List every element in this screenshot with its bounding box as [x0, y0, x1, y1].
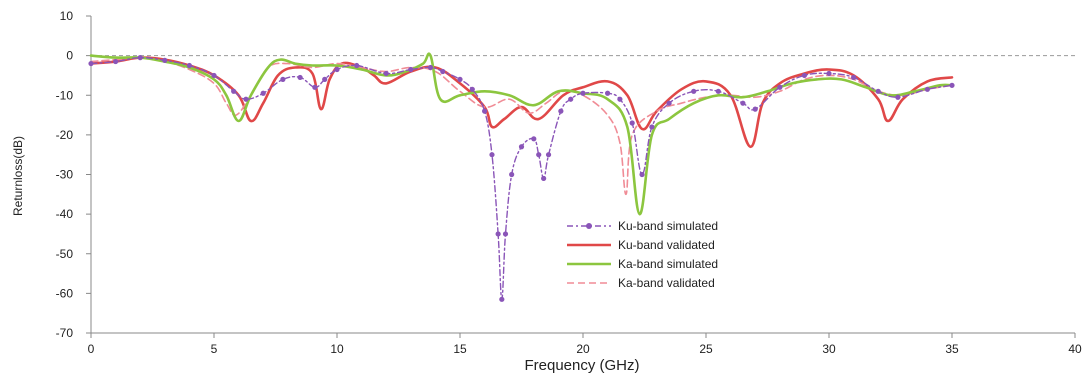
data-point: [580, 90, 586, 96]
y-tick-label: -60: [56, 286, 74, 300]
data-point: [489, 152, 495, 158]
data-point: [740, 100, 746, 106]
data-point: [715, 88, 721, 94]
data-point: [541, 175, 547, 182]
series-ku-band-simulated: [88, 55, 955, 302]
data-point: [568, 96, 574, 102]
data-point: [354, 62, 360, 69]
x-tick-label: 5: [211, 342, 218, 356]
data-point: [88, 60, 94, 67]
y-tick-label: 10: [60, 9, 74, 23]
y-axis-label: Returnloss(dB): [11, 136, 25, 216]
series-line: [89, 56, 954, 149]
x-tick-label: 0: [88, 342, 95, 356]
x-axis-label: Frequency (GHz): [524, 357, 639, 374]
data-point: [469, 86, 475, 92]
data-point: [211, 72, 217, 79]
data-point: [457, 76, 463, 82]
legend-label: Ka-band simulated: [618, 257, 718, 271]
axes-layer: 10 0 -10 -20 -30 -40 -50 -60 -70 0 5 10 15 20 25 30 35 40: [56, 9, 1082, 356]
data-point: [531, 136, 537, 142]
x-tick-label: 15: [453, 342, 467, 356]
legend: Ku-band simulated Ku-band validated Ka-ban…: [567, 219, 718, 290]
legend-item: Ku-band validated: [567, 238, 715, 252]
data-point: [162, 57, 168, 63]
series-ku-band-validated: [89, 56, 954, 149]
y-tick-label: -50: [56, 247, 74, 261]
data-point: [605, 90, 611, 96]
data-point: [334, 66, 340, 73]
x-tick-label: 40: [1068, 342, 1082, 356]
data-point: [895, 94, 901, 100]
data-point: [322, 76, 328, 82]
data-point: [231, 88, 237, 94]
data-point: [297, 74, 303, 81]
legend-marker: [586, 223, 592, 229]
data-point: [639, 171, 645, 178]
data-point: [691, 88, 697, 94]
data-point: [260, 90, 266, 96]
data-point: [312, 84, 318, 90]
data-point: [617, 96, 623, 102]
y-tick-label: -10: [56, 88, 74, 102]
data-point: [427, 64, 434, 71]
data-point: [113, 58, 119, 65]
data-point: [509, 171, 515, 178]
data-point: [666, 100, 672, 106]
data-point: [518, 144, 525, 150]
data-point: [280, 76, 286, 82]
data-point: [949, 82, 955, 88]
legend-label: Ku-band validated: [618, 238, 715, 252]
data-point: [851, 74, 857, 81]
data-point: [186, 62, 192, 69]
data-point: [408, 66, 414, 73]
legend-item: Ku-band simulated: [567, 219, 718, 233]
data-point: [801, 72, 808, 79]
y-tick-label: 0: [66, 49, 73, 63]
legend-label: Ku-band simulated: [618, 219, 718, 233]
data-point: [629, 120, 635, 126]
data-point: [243, 96, 249, 102]
data-point: [924, 86, 931, 92]
data-point: [499, 296, 505, 302]
series-line: [90, 56, 953, 300]
data-point: [777, 84, 783, 90]
data-point: [545, 152, 552, 158]
series-layer: [88, 52, 955, 302]
y-tick-label: -30: [56, 168, 74, 182]
x-tick-label: 25: [699, 342, 713, 356]
data-point: [440, 68, 446, 75]
data-point: [649, 124, 655, 130]
series-ka-band-simulated: [89, 52, 954, 216]
x-tick-label: 20: [576, 342, 590, 356]
data-point: [875, 88, 881, 94]
legend-label: Ka-band validated: [618, 276, 715, 290]
y-tick-label: -20: [56, 128, 74, 142]
x-tick-label: 35: [945, 342, 959, 356]
data-point: [558, 108, 564, 114]
legend-item: Ka-band simulated: [567, 257, 718, 271]
y-tick-label: -70: [56, 326, 74, 340]
data-point: [752, 106, 758, 112]
y-tick-label: -40: [56, 207, 74, 221]
series-line: [89, 52, 954, 216]
x-tick-label: 30: [822, 342, 836, 356]
data-point: [536, 152, 542, 158]
x-tick-label: 10: [330, 342, 344, 356]
data-point: [137, 55, 143, 61]
data-point: [826, 70, 832, 77]
data-point: [502, 231, 509, 237]
data-point: [482, 108, 488, 114]
legend-item: Ka-band validated: [567, 276, 715, 290]
data-point: [383, 70, 389, 77]
data-point: [495, 231, 501, 237]
